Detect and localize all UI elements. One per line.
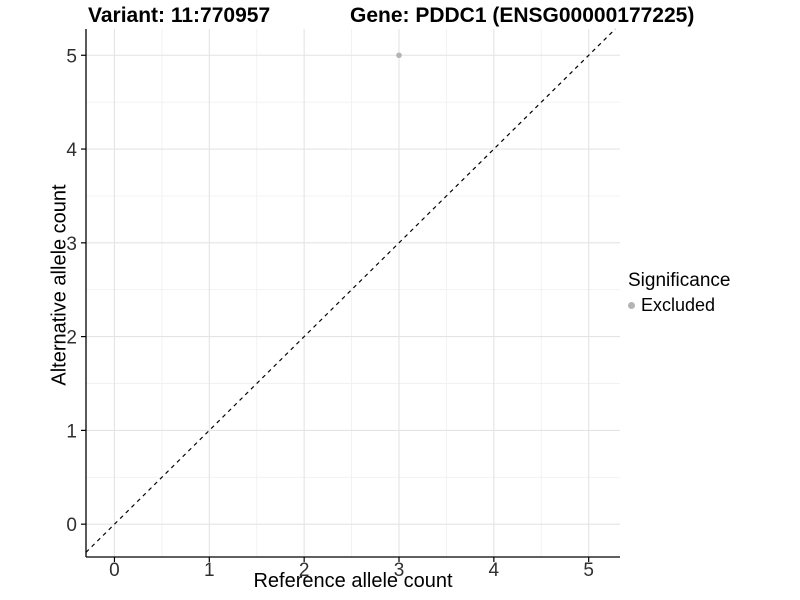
- x-tick-label: 4: [489, 560, 500, 581]
- identity-reference-line: [85, 28, 616, 553]
- x-axis-title: Reference allele count: [253, 570, 453, 592]
- y-tick-label: 5: [66, 46, 77, 67]
- data-point: [396, 52, 402, 59]
- legend: Significance Excluded: [628, 270, 730, 316]
- y-tick-label: 1: [66, 421, 77, 442]
- y-axis-title: Alternative allele count: [48, 184, 71, 386]
- legend-entry: Excluded: [628, 295, 730, 316]
- x-tick-label: 5: [583, 560, 594, 581]
- x-tick-label: 0: [109, 560, 120, 581]
- legend-point-icon: [628, 302, 635, 309]
- y-tick-label: 2: [66, 328, 77, 349]
- x-tick-label: 2: [299, 560, 310, 581]
- legend-entries: Excluded: [628, 295, 730, 316]
- plot-title-gene: Gene: PDDC1 (ENSG00000177225): [350, 4, 695, 27]
- legend-entry-label: Excluded: [641, 295, 716, 315]
- legend-title: Significance: [628, 270, 731, 291]
- y-tick-label: 3: [66, 234, 77, 255]
- y-tick-label: 4: [66, 140, 77, 161]
- plot-title-variant: Variant: 11:770957: [88, 4, 271, 27]
- y-tick-label: 0: [66, 515, 77, 536]
- x-tick-label: 1: [204, 560, 215, 581]
- x-tick-label: 3: [394, 560, 405, 581]
